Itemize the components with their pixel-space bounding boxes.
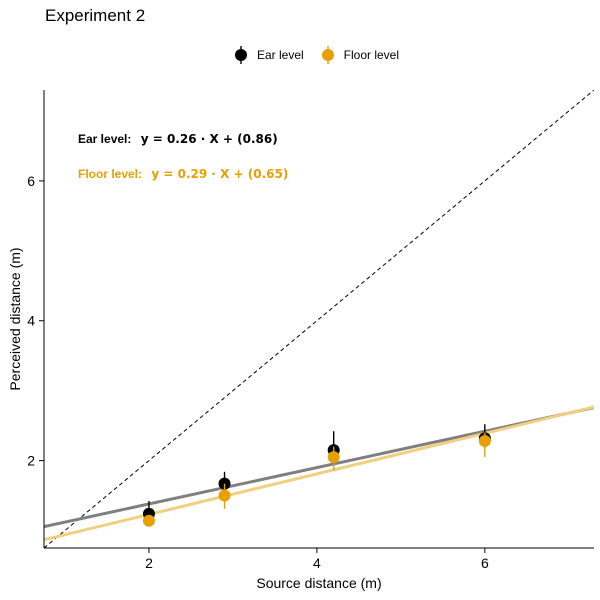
y-tick-label-2: 2 [27,453,35,469]
chart-title: Experiment 2 [45,6,146,25]
equation-formula-floor-level: y = 0.29 · X + (0.65) [151,167,288,181]
data-point-floor-level-3 [478,435,491,448]
chart-legend: Ear level Floor level [0,44,600,66]
fit-line-ear-level [44,406,594,529]
data-point-floor-level-0 [142,514,155,527]
data-point-floor-level-1 [218,489,231,502]
legend-item-floor-level: Floor level [318,45,399,65]
y-tick-label-4: 4 [27,313,35,329]
legend-key-floor-level [321,46,334,64]
legend-label-ear-level: Ear level [256,48,304,62]
equation-label-floor-level: Floor level: [78,167,142,181]
x-tick-label-6: 6 [481,555,489,571]
equation-label-ear-level: Ear level: [78,132,131,146]
fit-line-floor-level [44,405,594,542]
x-tick-label-2: 2 [145,555,153,571]
legend-label-floor-level: Floor level [343,48,400,62]
equation-floor-level: Floor level: y = 0.29 · X + (0.65) [78,167,288,181]
equation-formula-ear-level: y = 0.26 · X + (0.86) [141,132,278,146]
reference-line [44,90,594,548]
y-tick-label-6: 6 [27,173,35,189]
legend-key-ear-level [234,46,247,64]
x-tick-label-4: 4 [313,555,321,571]
y-axis-label: Perceived distance (m) [7,247,23,390]
x-axis-label: Source distance (m) [256,575,381,591]
data-point-floor-level-2 [327,451,340,464]
legend-item-ear-level: Ear level [231,45,304,65]
equation-ear-level: Ear level: y = 0.26 · X + (0.86) [78,132,278,146]
